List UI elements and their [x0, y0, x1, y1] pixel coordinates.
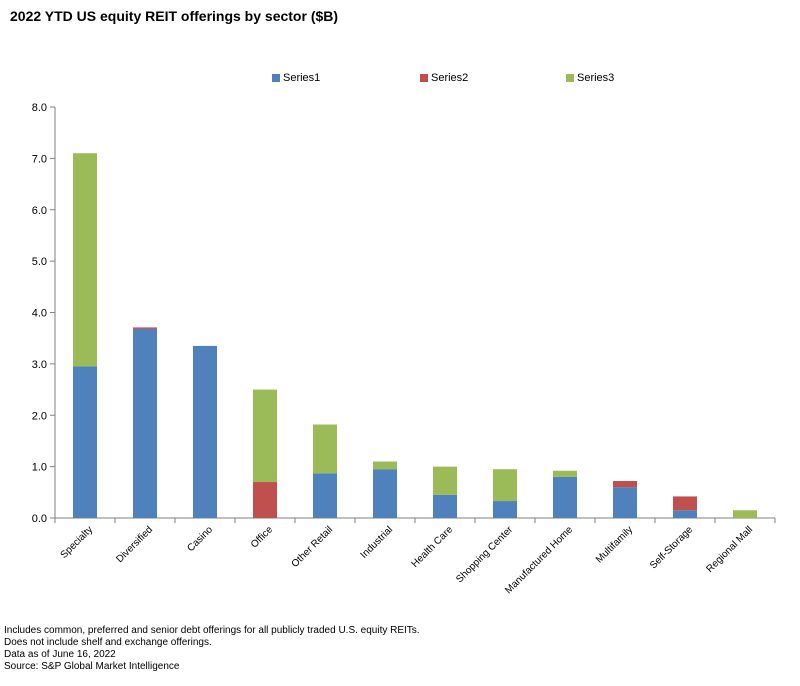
bar-segment-series3: [253, 389, 277, 483]
chart-title: 2022 YTD US equity REIT offerings by sec…: [10, 8, 339, 24]
bar-segment-series1: [493, 501, 517, 518]
y-tick-label: 0.0: [32, 513, 47, 525]
bar-segment-series1: [553, 476, 577, 518]
x-category-label: Diversified: [114, 524, 155, 565]
legend-swatch-series3: [566, 74, 574, 82]
y-tick-label: 6.0: [32, 205, 47, 217]
x-category-label: Other Retail: [290, 524, 336, 570]
y-tick-label: 8.0: [32, 102, 47, 114]
x-category-label: Office: [249, 524, 275, 550]
x-category-label: Regional Mall: [704, 524, 755, 575]
x-category-label: Specialty: [59, 524, 95, 560]
legend-item-series3: Series3: [566, 72, 614, 84]
note-line: Includes common, preferred and senior de…: [4, 625, 420, 636]
bar-segment-series3: [553, 470, 577, 477]
bar-segment-series2: [673, 496, 697, 511]
y-tick-label: 1.0: [32, 462, 47, 474]
legend-swatch-series1: [272, 74, 280, 82]
bar-segment-series3: [433, 466, 457, 495]
legend-label-series3: Series3: [577, 72, 615, 84]
bar-segment-series3: [313, 424, 337, 474]
bar-segment-series2: [613, 481, 637, 488]
y-tick-label: 4.0: [32, 308, 47, 320]
x-category-label: Industrial: [359, 524, 395, 560]
bar-segment-series1: [73, 366, 97, 518]
chart-legend: Series1 Series2 Series3: [0, 72, 800, 88]
legend-label-series2: Series2: [431, 72, 469, 84]
x-category-label: Manufactured Home: [503, 524, 575, 596]
legend-swatch-series2: [420, 74, 428, 82]
bar-segment-series2: [253, 482, 277, 518]
bar-segment-series3: [733, 510, 757, 518]
y-tick-label: 2.0: [32, 410, 47, 422]
bar-segment-series1: [673, 510, 697, 518]
y-tick-label: 7.0: [32, 153, 47, 165]
x-category-label: Casino: [185, 524, 215, 554]
bar-segment-series1: [133, 328, 157, 518]
bar-segment-series1: [613, 487, 637, 518]
bar-segment-series1: [373, 469, 397, 518]
x-category-label: Self-Storage: [648, 524, 695, 571]
note-line: Data as of June 16, 2022: [4, 649, 116, 660]
legend-label-series1: Series1: [283, 72, 321, 84]
chart-notes: Includes common, preferred and senior de…: [4, 625, 420, 673]
bar-segment-series3: [73, 153, 97, 367]
note-line: Source: S&P Global Market Intelligence: [4, 661, 180, 672]
bar-chart: 0.0 1.0 2.0 3.0 4.0 5.0 6.0 7.0 8.0 Specialty Dive…: [32, 102, 776, 596]
bar-segment-series1: [193, 345, 217, 518]
legend-item-series2: Series2: [420, 72, 468, 84]
bar-segment-series3: [493, 469, 517, 502]
bar-segment-series1: [313, 473, 337, 518]
x-category-label: Shopping Center: [454, 524, 515, 585]
bar-segment-series3: [373, 461, 397, 470]
note-line: Does not include shelf and exchange offe…: [4, 637, 212, 648]
x-category-label: Multifamily: [594, 524, 635, 565]
x-category-label: Health Care: [410, 524, 456, 570]
y-tick-label: 5.0: [32, 256, 47, 268]
bar-segment-series2: [133, 327, 157, 329]
bar-segment-series1: [433, 494, 457, 518]
legend-item-series1: Series1: [272, 72, 320, 84]
y-tick-label: 3.0: [32, 359, 47, 371]
